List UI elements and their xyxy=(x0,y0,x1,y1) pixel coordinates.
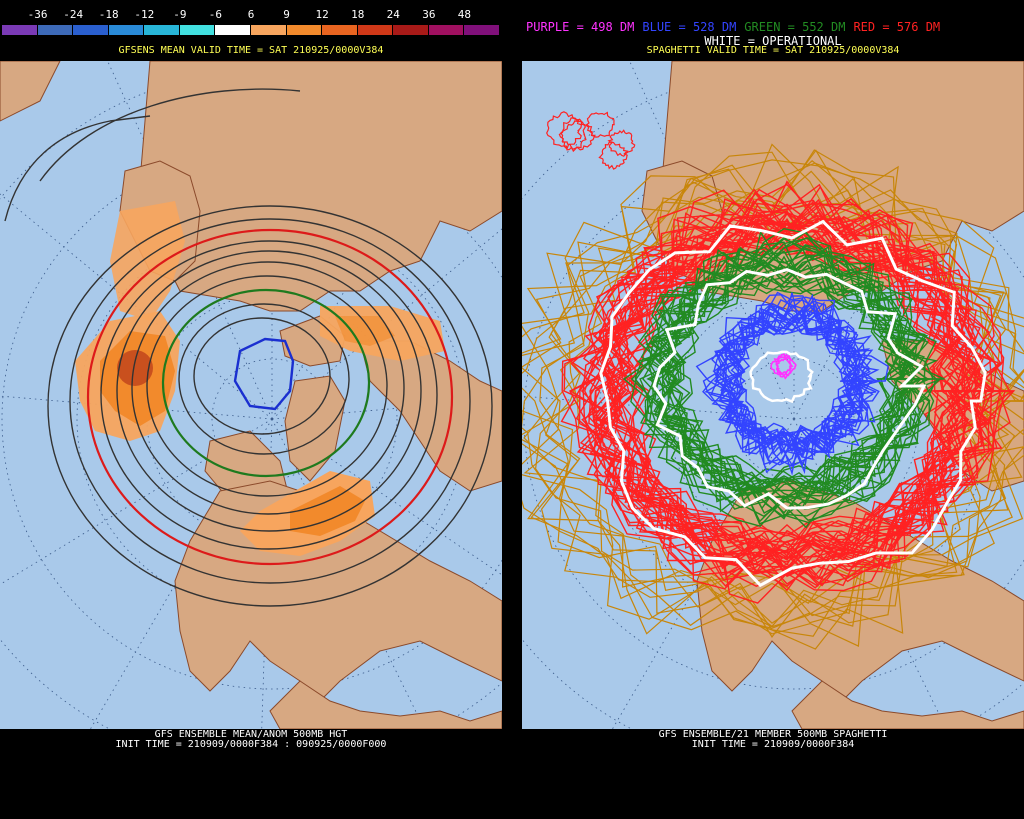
scale-swatch xyxy=(215,25,251,35)
scale-swatch xyxy=(251,25,287,35)
scale-tick-label: 48 xyxy=(458,8,471,21)
scale-swatch xyxy=(180,25,216,35)
scale-tick-label: 12 xyxy=(316,8,329,21)
scale-tick-label: -24 xyxy=(63,8,83,21)
scale-tick-label: -12 xyxy=(134,8,154,21)
ensemble-member-contour xyxy=(609,130,635,156)
scale-swatch xyxy=(287,25,323,35)
scale-swatch xyxy=(38,25,74,35)
mean-map-svg xyxy=(0,61,502,729)
scale-swatch xyxy=(322,25,358,35)
scale-swatch xyxy=(464,25,500,35)
scale-tick-label: -18 xyxy=(99,8,119,21)
spaghetti-valid-time-title: SPAGHETTI VALID TIME = SAT 210925/0000V3… xyxy=(522,45,1024,56)
legend-blue: BLUE = 528 DM xyxy=(642,20,736,34)
spaghetti-map xyxy=(522,61,1024,729)
scale-swatch xyxy=(2,25,38,35)
legend-purple: PURPLE = 498 DM xyxy=(526,20,634,34)
scale-tick-label: -36 xyxy=(28,8,48,21)
scale-swatch xyxy=(429,25,465,35)
ensemble-member-contour xyxy=(777,359,791,373)
anomaly-scale-labels: -36 -24 -18 -12 -9 -6 6 9 12 18 24 36 48 xyxy=(2,8,502,22)
scale-tick-label: 24 xyxy=(387,8,400,21)
spaghetti-panel: PURPLE = 498 DM BLUE = 528 DM GREEN = 552 … xyxy=(522,0,1024,819)
ensemble-mean-panel: -36 -24 -18 -12 -9 -6 6 9 12 18 24 36 48 GFSENS MEAN… xyxy=(0,0,502,819)
spaghetti-legend: PURPLE = 498 DM BLUE = 528 DM GREEN = 552 … xyxy=(526,20,1022,34)
legend-red: RED = 576 DM xyxy=(853,20,940,34)
scale-swatch xyxy=(73,25,109,35)
scale-tick-label: 36 xyxy=(422,8,435,21)
scale-swatch xyxy=(109,25,145,35)
spaghetti-map-svg xyxy=(522,61,1024,729)
spaghetti-footer-line2: INIT TIME = 210909/0000F384 xyxy=(522,740,1024,750)
legend-green: GREEN = 552 DM xyxy=(744,20,845,34)
scale-tick-label: 18 xyxy=(351,8,364,21)
land-masses xyxy=(0,61,502,729)
ensemble-mean-map xyxy=(0,61,502,729)
panel-divider xyxy=(502,0,522,819)
mean-footer-line2: INIT TIME = 210909/0000F384 : 090925/000… xyxy=(0,740,502,750)
scale-tick-label: -9 xyxy=(173,8,186,21)
scale-tick-label: 9 xyxy=(283,8,290,21)
scale-swatch xyxy=(393,25,429,35)
scale-tick-label: 6 xyxy=(248,8,255,21)
scale-swatch xyxy=(144,25,180,35)
anomaly-color-scale xyxy=(2,25,500,35)
ensemble-member-contour xyxy=(587,113,614,138)
scale-swatch xyxy=(358,25,394,35)
ensemble-member-contour xyxy=(561,121,595,150)
scale-tick-label: -6 xyxy=(209,8,222,21)
mean-valid-time-title: GFSENS MEAN VALID TIME = SAT 210925/0000… xyxy=(0,45,502,56)
